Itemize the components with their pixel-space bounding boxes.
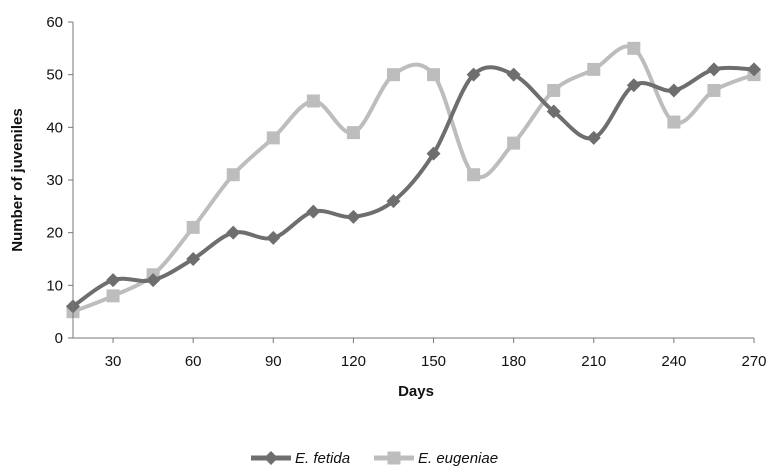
x-tick-label: 240: [661, 353, 686, 370]
x-tick-label: 180: [501, 353, 526, 370]
data-point-e-fetida: [186, 252, 201, 266]
data-point-e-eugeniae: [667, 115, 681, 129]
series-layer: [66, 41, 761, 319]
data-point-e-fetida: [666, 83, 681, 98]
data-point-e-eugeniae: [106, 289, 120, 303]
x-tick-label: 270: [741, 353, 766, 370]
data-point-e-fetida: [346, 209, 361, 224]
y-axis-title: Number of juveniles: [9, 108, 26, 251]
legend-marker-e-eugeniae: [387, 451, 401, 465]
data-point-e-eugeniae: [587, 62, 601, 76]
data-point-e-fetida: [226, 225, 241, 240]
series-e-fetida: [66, 62, 761, 314]
data-point-e-fetida: [626, 78, 641, 93]
x-tick-label: 150: [421, 353, 446, 370]
data-point-e-fetida: [306, 204, 321, 219]
data-point-e-eugeniae: [627, 41, 641, 55]
data-point-e-fetida: [706, 62, 721, 77]
series-line-e-fetida: [71, 65, 756, 309]
x-axis-title: Days: [398, 383, 434, 400]
x-tick-label: 210: [581, 353, 606, 370]
legend-marker-e-fetida: [264, 451, 278, 465]
data-point-e-eugeniae: [547, 83, 561, 97]
y-tick-label: 60: [46, 14, 63, 31]
legend-label-e-fetida: E. fetida: [295, 450, 350, 467]
legend-label-e-eugeniae: E. eugeniae: [418, 450, 498, 467]
data-point-e-eugeniae: [427, 68, 441, 82]
legend: E. fetida E. eugeniae: [251, 450, 498, 467]
data-point-e-fetida: [426, 146, 441, 161]
data-point-e-eugeniae: [507, 136, 521, 150]
x-tick-label: 90: [265, 353, 282, 370]
x-tick-label: 120: [341, 353, 366, 370]
x-tick-label: 30: [105, 353, 122, 370]
y-tick-label: 20: [46, 225, 63, 242]
data-point-e-fetida: [506, 67, 521, 82]
data-point-e-eugeniae: [386, 68, 400, 82]
y-tick-label: 10: [46, 277, 63, 294]
y-tick-label: 0: [55, 330, 63, 347]
data-point-e-eugeniae: [186, 220, 200, 234]
data-point-e-eugeniae: [707, 83, 721, 97]
data-point-e-fetida: [386, 194, 401, 209]
data-point-e-fetida: [146, 273, 161, 288]
y-tick-label: 50: [46, 67, 63, 84]
data-point-e-eugeniae: [306, 94, 320, 108]
data-point-e-fetida: [466, 67, 481, 82]
ticks-layer: 0 10 20 30 40 50 60 30 60 90 120 150 180 210 240 270: [46, 14, 766, 370]
series-e-eugeniae: [66, 41, 761, 319]
data-point-e-fetida: [586, 130, 601, 145]
y-tick-label: 30: [46, 172, 63, 189]
data-point-e-fetida: [266, 230, 281, 245]
y-tick-label: 40: [46, 119, 63, 136]
data-point-e-fetida: [106, 273, 121, 288]
data-point-e-fetida: [546, 104, 561, 119]
data-point-e-fetida: [747, 62, 761, 77]
data-point-e-eugeniae: [266, 131, 280, 145]
data-point-e-eugeniae: [346, 126, 360, 140]
x-tick-label: 60: [185, 353, 202, 370]
data-point-e-eugeniae: [467, 168, 481, 182]
data-point-e-eugeniae: [226, 168, 240, 182]
